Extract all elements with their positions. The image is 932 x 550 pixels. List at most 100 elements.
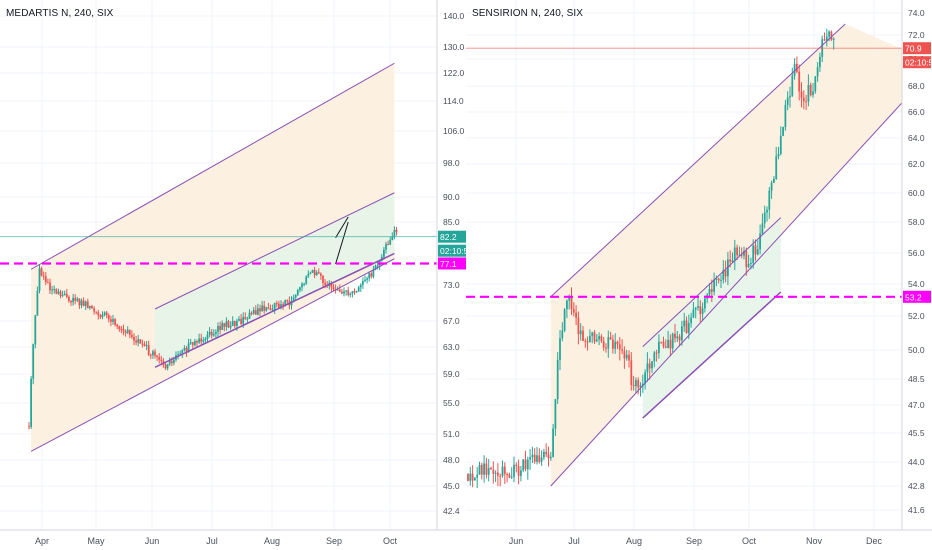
candle-body [219, 325, 221, 330]
price-label-bg [438, 230, 466, 243]
candle-body [225, 321, 228, 327]
candle-body [330, 282, 333, 288]
chart-panel-medartis[interactable]: 140.0 130.0 122.0 114.0 106.0 98.0 90.0 85.0 73.… [0, 0, 466, 550]
candle-body [646, 363, 649, 373]
candle-body [278, 303, 280, 308]
x-tick-label: Aug [626, 536, 642, 546]
candle-body [540, 457, 543, 462]
candle-body [89, 306, 91, 308]
candle-body [158, 356, 161, 360]
price-axis[interactable] [902, 0, 932, 550]
candle-body [273, 303, 276, 310]
candle-body [747, 264, 750, 268]
candle-body [591, 332, 594, 336]
candle-body [616, 341, 619, 345]
candle-body [141, 343, 144, 345]
candle-body [313, 269, 316, 276]
candle-body [644, 372, 646, 384]
candle-body [641, 383, 644, 386]
candle-body [395, 229, 398, 233]
candle-body [311, 269, 314, 273]
candle-body [131, 334, 133, 338]
candle-body [40, 268, 43, 276]
candle-body [353, 291, 356, 293]
wedge-upper-line[interactable] [335, 216, 349, 239]
candle-body [57, 291, 60, 294]
candle-body [559, 338, 561, 360]
candle-body [731, 260, 734, 262]
inner-channel-upper-line[interactable] [642, 217, 782, 347]
candle-body [676, 336, 679, 339]
candle-body [152, 351, 154, 356]
y-tick-label: 130.0 [443, 42, 465, 52]
x-tick-label: Nov [806, 536, 823, 546]
candle-body [259, 308, 261, 312]
candle-body [246, 318, 249, 320]
candle-body [248, 312, 251, 319]
candle-body [812, 91, 814, 96]
candle-body [729, 259, 732, 262]
candle-body [338, 289, 341, 292]
candle-body [389, 239, 392, 245]
candle-body [786, 97, 789, 105]
candle-body [471, 473, 474, 481]
candle-body [743, 250, 745, 256]
inner-channel-lower-line[interactable] [642, 291, 782, 419]
x-tick-label: Oct [742, 536, 757, 546]
y-tick-label: 72.0 [908, 30, 925, 40]
medartis-chart[interactable]: 140.0 130.0 122.0 114.0 106.0 98.0 90.0 85.0 73.… [0, 0, 466, 550]
candle-body [357, 287, 360, 292]
candle-body [552, 428, 554, 457]
y-tick-label: 106.0 [443, 126, 465, 136]
candle-body [359, 284, 362, 288]
candle-body [244, 317, 247, 320]
candle-body [607, 337, 610, 349]
channel-lower-line[interactable] [30, 258, 395, 452]
candle-body [499, 475, 502, 477]
y-tick-label: 140.0 [443, 11, 465, 21]
candle-body [164, 364, 167, 369]
chart-panel-sensirion[interactable]: 74.072.070.068.066.064.062.060.058.056.0… [466, 0, 932, 550]
wedge-lower-line[interactable] [335, 221, 349, 265]
candle-body [49, 282, 51, 291]
sensirion-chart[interactable]: 74.072.070.068.066.064.062.060.058.056.0… [466, 0, 932, 550]
candle-body [602, 341, 605, 348]
candle-body [221, 323, 224, 330]
candle-body [223, 323, 226, 327]
price-axis[interactable] [437, 0, 466, 550]
inner-channel-lower-line[interactable] [154, 252, 395, 368]
candle-body [832, 38, 835, 40]
candle-body [208, 331, 211, 335]
candle-body [34, 315, 37, 345]
candle-body [526, 459, 529, 470]
candle-body [185, 347, 188, 353]
candle-body [181, 349, 184, 354]
candle-body [770, 182, 773, 191]
inner-channel-upper-line[interactable] [154, 192, 395, 310]
candle-body [628, 354, 630, 361]
candle-body [575, 312, 577, 318]
candle-body [630, 360, 633, 385]
candle-body [584, 340, 587, 342]
channel-upper-line[interactable] [30, 62, 395, 270]
candle-body [68, 296, 70, 301]
candle-body [768, 190, 771, 210]
y-tick-label: 52.0 [908, 311, 925, 321]
candle-body [187, 343, 190, 353]
y-tick-label: 48.5 [908, 374, 925, 384]
channel-lower-line[interactable] [550, 64, 932, 487]
candle-body [120, 329, 123, 331]
candle-body [284, 300, 287, 306]
candle-body [561, 330, 564, 339]
candle-body [362, 280, 364, 285]
candle-body [727, 259, 729, 277]
channel-upper-line[interactable] [550, 23, 846, 298]
candle-body [623, 350, 626, 359]
candle-body [733, 247, 736, 261]
chart-title: MEDARTIS N, 240, SIX [6, 8, 114, 19]
candle-body [166, 364, 169, 369]
candle-body [529, 457, 531, 460]
candle-body [229, 325, 232, 328]
candle-body [713, 279, 715, 292]
candle-body [524, 459, 527, 470]
